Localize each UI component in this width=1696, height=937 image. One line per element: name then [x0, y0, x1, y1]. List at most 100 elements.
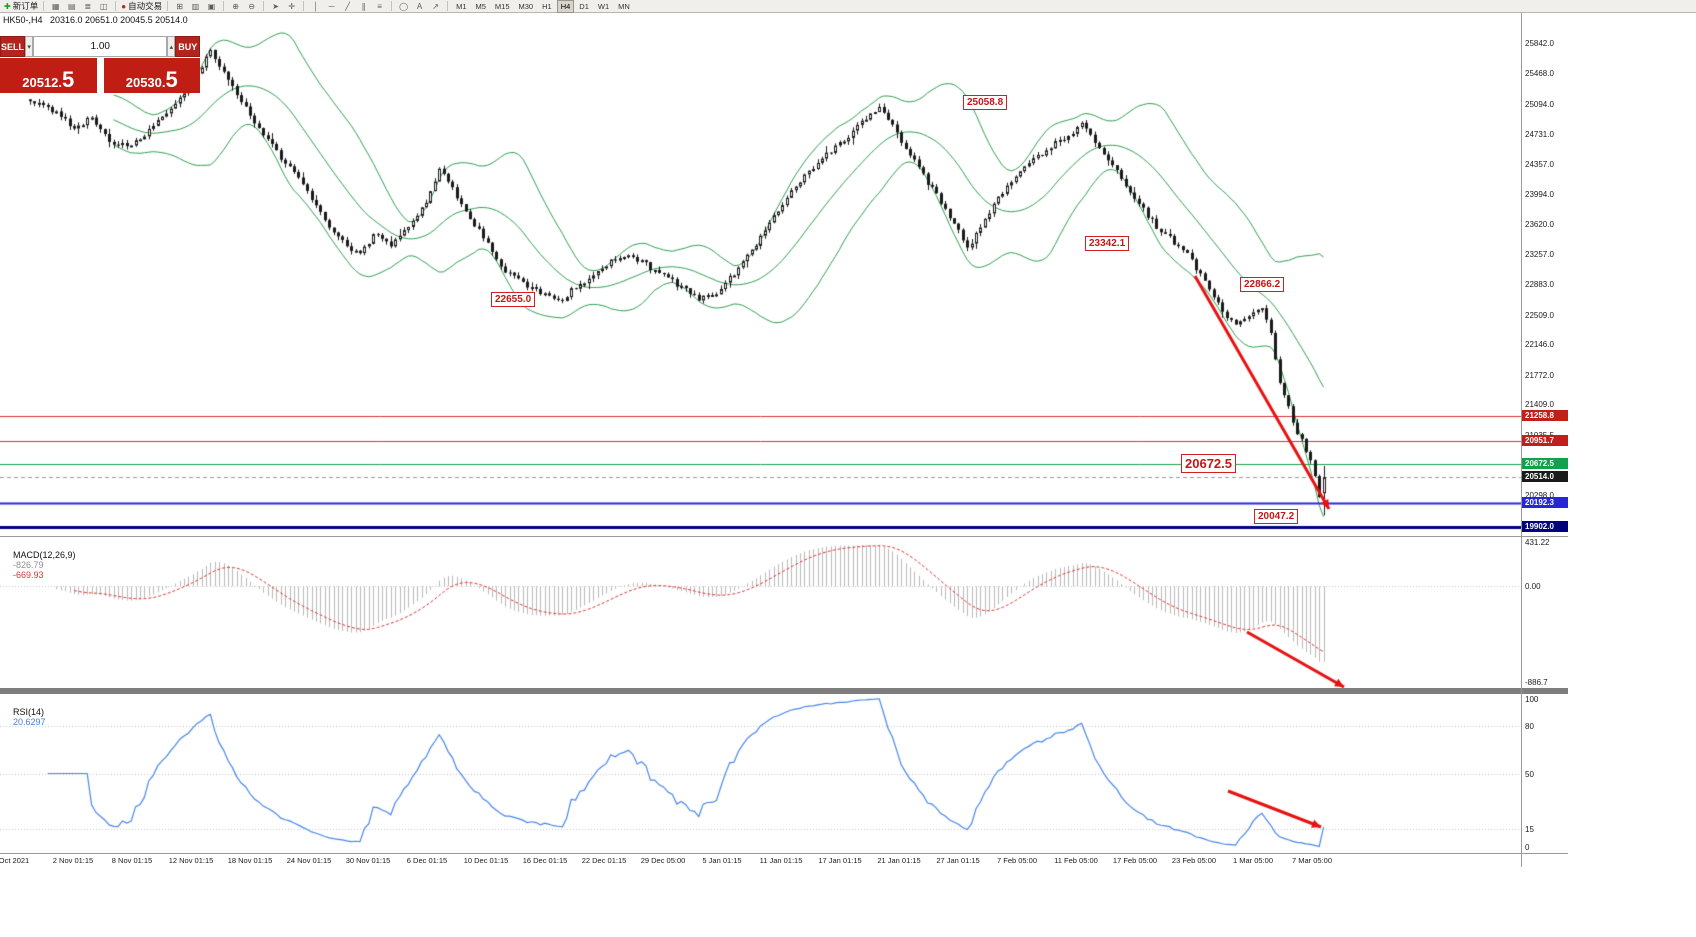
macd-rsi-separator[interactable]: [0, 688, 1568, 694]
equidistant-channel-button[interactable]: ∥: [356, 1, 371, 12]
timeframe-h4-button[interactable]: H4: [556, 0, 575, 13]
time-axis-label: 11 Jan 01:15: [759, 856, 803, 865]
time-axis-label: 21 Jan 01:15: [877, 856, 921, 865]
volume-down-icon: ▾: [27, 43, 31, 51]
timeframe-mn-button[interactable]: MN: [618, 1, 630, 11]
bid-price-button[interactable]: 20512. 5: [0, 58, 97, 93]
volume-up-icon: ▴: [169, 43, 174, 51]
price-annotation[interactable]: 22866.2: [1240, 277, 1285, 292]
rsi-axis-label: 15: [1525, 825, 1534, 835]
cursor-button[interactable]: ➤: [268, 1, 283, 12]
arrow-tool-button[interactable]: ↗: [428, 1, 443, 12]
macd-indicator-canvas[interactable]: [0, 537, 1521, 688]
tile-windows-button[interactable]: ▣: [204, 1, 219, 12]
macd-axis-label: 0.00: [1525, 582, 1541, 592]
toolbar-separator: [43, 1, 45, 11]
toolbar-separator: [115, 1, 117, 11]
shapes-button[interactable]: ◯: [396, 1, 411, 12]
volume-down-button[interactable]: ▾: [25, 36, 34, 57]
resistance-line-1-axis-box: 21258.8: [1522, 410, 1568, 422]
main-macd-separator[interactable]: [0, 536, 1568, 537]
timeframe-m30-button[interactable]: M30: [518, 1, 534, 11]
rsi-indicator-canvas[interactable]: [0, 694, 1521, 853]
new-chart-button[interactable]: ⊞: [172, 1, 187, 12]
timeframe-h1-button[interactable]: H1: [542, 1, 552, 11]
time-axis-label: 12 Nov 01:15: [168, 856, 214, 865]
price-axis-label: 25842.0: [1525, 39, 1554, 48]
toolbar-separator: [391, 1, 393, 11]
vertical-line-button[interactable]: │: [308, 1, 323, 12]
price-axis-label: 21772.0: [1525, 370, 1554, 380]
time-axis-label: 23 Feb 05:00: [1171, 856, 1217, 865]
profiles-button[interactable]: ▥: [188, 1, 203, 12]
tile-windows-icon: ▣: [207, 1, 216, 11]
bid-price-main: 20512: [22, 75, 59, 90]
support-line-2-axis-box: 19902.0: [1522, 521, 1568, 532]
zoom-in-button[interactable]: ⊕: [228, 1, 243, 12]
horizontal-line-button[interactable]: ─: [324, 1, 339, 12]
timeframe-d1-button[interactable]: D1: [579, 1, 589, 11]
new-order-icon: ✚: [4, 1, 11, 11]
bid-price-sep: .: [58, 75, 63, 90]
price-axis-label: 23620.0: [1525, 220, 1554, 230]
profiles-icon: ▥: [191, 1, 200, 11]
timeframe-m1-button[interactable]: M1: [456, 1, 467, 11]
crosshair-button[interactable]: ✛: [284, 1, 299, 12]
time-axis-label: Oct 2021: [0, 856, 30, 865]
support-line-1-axis-box: 20192.3: [1522, 497, 1568, 509]
volume-up-button[interactable]: ▴: [167, 36, 176, 57]
terminal-icon: ◫: [99, 1, 108, 11]
terminal-button[interactable]: ◫: [96, 1, 111, 12]
price-chart-canvas[interactable]: [0, 13, 1521, 536]
price-annotation[interactable]: 20672.5: [1181, 454, 1236, 473]
timeframe-m5-button[interactable]: M5: [475, 1, 486, 11]
sell-button[interactable]: SELL: [0, 36, 26, 57]
zoom-out-button[interactable]: ⊖: [244, 1, 259, 12]
market-watch-icon: ▦: [51, 1, 60, 11]
zoom-out-icon: ⊖: [248, 1, 255, 11]
volume-input[interactable]: [33, 36, 168, 57]
macd-main-value: -826.79: [13, 560, 44, 570]
price-axis-label: 24357.0: [1525, 160, 1554, 169]
price-annotation[interactable]: 23342.1: [1085, 236, 1130, 251]
resistance-line-2-axis-box: 20951.7: [1522, 435, 1568, 447]
price-axis-label: 23994.0: [1525, 189, 1554, 199]
price-annotation[interactable]: 25058.8: [963, 95, 1008, 110]
fibonacci-button[interactable]: ≡: [372, 1, 387, 12]
navigator-button[interactable]: ≣: [80, 1, 95, 12]
time-axis-label: 24 Nov 01:15: [286, 856, 332, 865]
autotrading-label: 自动交易: [128, 1, 163, 11]
timeframe-m15-button[interactable]: M15: [494, 1, 510, 11]
market-watch-button[interactable]: ▦: [48, 1, 63, 12]
price-annotation[interactable]: 22655.0: [491, 292, 536, 307]
macd-name: MACD(12,26,9): [13, 550, 76, 560]
time-axis-label: 10 Dec 01:15: [463, 856, 509, 865]
time-axis-label: 18 Nov 01:15: [227, 856, 273, 865]
one-click-trading-panel: SELL ▾ ▴ BUY 20512.5 20530.5: [0, 36, 200, 93]
time-axis-label: 2 Nov 01:15: [52, 856, 94, 865]
ask-price-button[interactable]: 20530. 5: [103, 58, 200, 93]
new-chart-icon: ⊞: [176, 1, 183, 11]
macd-signal-value: -669.93: [13, 570, 44, 580]
timeframe-w1-button[interactable]: W1: [597, 1, 610, 11]
trendline-button[interactable]: ╱: [340, 1, 355, 12]
ask-price-frac: 5: [165, 67, 178, 92]
buy-button[interactable]: BUY: [175, 36, 200, 57]
data-window-button[interactable]: ▤: [64, 1, 79, 12]
autotrading-icon: ●: [121, 1, 127, 11]
time-axis[interactable]: Oct 2021 2 Nov 01:15 8 Nov 01:15 12 Nov 01:…: [0, 854, 1521, 867]
shapes-icon: ◯: [399, 1, 409, 11]
time-axis-label: 5 Jan 01:15: [702, 856, 742, 865]
new-order-button[interactable]: ✚ 新订单: [3, 1, 39, 12]
data-window-icon: ▤: [67, 1, 76, 11]
cursor-icon: ➤: [272, 1, 279, 11]
new-order-label: 新订单: [12, 1, 39, 11]
rsi-axis-label: 0: [1525, 843, 1530, 852]
text-label-button[interactable]: A: [412, 1, 427, 12]
autotrading-button[interactable]: ● 自动交易: [120, 1, 163, 12]
text-label-icon: A: [416, 1, 423, 11]
time-axis-label: 27 Jan 01:15: [936, 856, 980, 865]
toolbar-separator: [303, 1, 305, 11]
price-annotation[interactable]: 20047.2: [1254, 509, 1299, 524]
time-axis-label: 17 Feb 05:00: [1112, 856, 1158, 865]
